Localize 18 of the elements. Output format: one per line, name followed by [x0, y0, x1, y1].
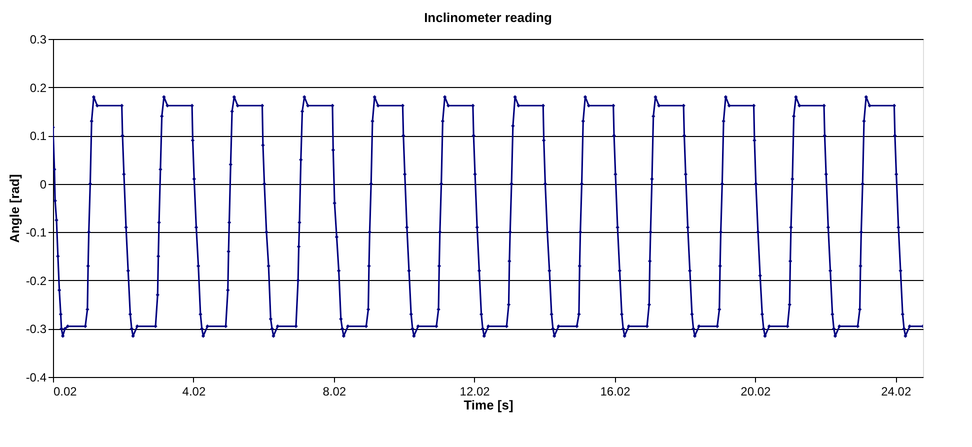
- x-tick-label: 24.02: [881, 384, 912, 398]
- y-tick-label: 0.1: [30, 129, 47, 144]
- y-tick-label: -0.4: [26, 370, 47, 384]
- chart-title: Inclinometer reading: [424, 10, 552, 25]
- x-tick-label: 16.02: [600, 384, 631, 398]
- x-tick-label: 4.02: [182, 384, 206, 398]
- y-tick-label: 0.2: [30, 80, 47, 95]
- y-axis-title: Angle [rad]: [6, 174, 22, 243]
- x-tick-label: 12.02: [460, 384, 490, 398]
- x-tick-label: 20.02: [740, 384, 772, 398]
- y-tick-label: -0.2: [26, 274, 47, 288]
- y-tick-label: -0.3: [26, 322, 47, 336]
- x-tick-label: 0.02: [54, 384, 78, 398]
- y-tick-label: -0.1: [26, 226, 47, 240]
- x-axis-title: Time [s]: [464, 398, 514, 412]
- y-tick-label: 0.3: [30, 32, 47, 46]
- y-tick-label: 0: [40, 177, 47, 192]
- x-tick-label: 8.02: [322, 384, 346, 398]
